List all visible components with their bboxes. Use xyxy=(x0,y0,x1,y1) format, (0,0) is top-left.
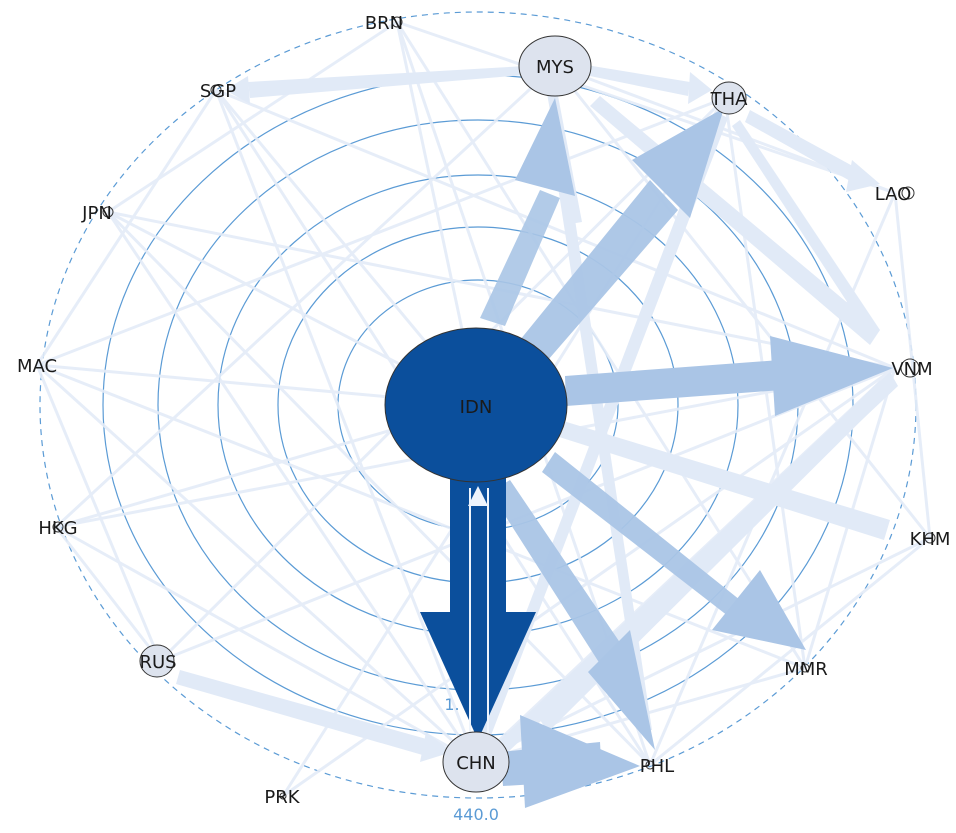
nodes xyxy=(52,16,936,800)
scale-label-inner: 1. xyxy=(444,695,459,714)
node-khm[interactable] xyxy=(924,532,936,544)
node-tha[interactable] xyxy=(711,81,747,115)
label-tha: THA xyxy=(710,89,749,110)
node-phl[interactable] xyxy=(645,760,655,770)
label-vnm: VNM xyxy=(891,359,932,380)
node-mys[interactable] xyxy=(518,35,592,97)
label-mys: MYS xyxy=(536,57,574,78)
node-jpn[interactable] xyxy=(102,206,114,218)
node-idn[interactable] xyxy=(384,327,568,483)
label-hkg: HKG xyxy=(38,518,77,539)
label-rus: RUS xyxy=(139,652,176,673)
label-lao: LAO xyxy=(875,184,912,205)
label-chn: CHN xyxy=(456,753,496,774)
label-mmr: MMR xyxy=(784,659,828,680)
label-sgp: SGP xyxy=(200,81,236,102)
label-idn: IDN xyxy=(460,397,493,418)
node-sgp[interactable] xyxy=(210,84,222,96)
node-hkg[interactable] xyxy=(52,521,64,533)
scale-label-outer: 440.0 xyxy=(453,805,499,824)
label-khm: KHM xyxy=(910,529,951,550)
node-prk[interactable] xyxy=(279,792,287,800)
medium-edges xyxy=(480,98,893,808)
label-brn: BRN xyxy=(365,13,403,34)
node-brn[interactable] xyxy=(391,16,403,28)
label-prk: PRK xyxy=(264,787,300,808)
node-lao[interactable] xyxy=(901,186,915,200)
node-rus[interactable] xyxy=(139,644,175,678)
strong-edge-idn-chn xyxy=(420,478,536,740)
label-phl: PHL xyxy=(640,756,674,777)
node-chn[interactable] xyxy=(442,731,510,793)
node-mmr[interactable] xyxy=(800,663,810,673)
node-labels: IDN MYS THA LAO VNM KHM MMR PHL CHN PRK … xyxy=(17,13,950,808)
label-jpn: JPN xyxy=(81,203,112,224)
label-mac: MAC xyxy=(17,356,57,377)
node-vnm[interactable] xyxy=(900,358,920,378)
